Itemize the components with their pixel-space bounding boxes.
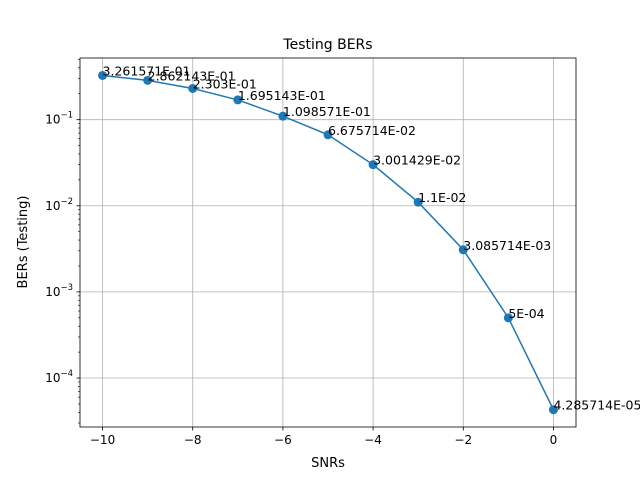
data-point-marker	[278, 111, 288, 121]
data-point-marker	[413, 197, 423, 207]
y-tick-label: 10−3	[45, 283, 73, 299]
chart-title: Testing BERs	[282, 37, 372, 53]
y-axis-ticks: 10−4 10−3 10−2 10−1	[45, 59, 80, 424]
data-point-marker	[503, 313, 513, 323]
x-axis-ticks: −10 −8 −6 −4 −2 0	[90, 427, 557, 447]
x-tick-label: −6	[274, 433, 292, 447]
data-point-label: 6.675714E-02	[328, 123, 416, 138]
data-point-marker	[458, 245, 468, 255]
y-tick-label: 10−2	[45, 197, 73, 213]
data-point-label: 3.085714E-03	[463, 238, 551, 253]
data-point-label: 3.001429E-02	[373, 153, 461, 168]
data-point-label: 1.695143E-01	[238, 88, 326, 103]
x-tick-label: 0	[550, 433, 558, 447]
data-point-marker	[368, 160, 378, 170]
x-tick-label: −4	[364, 433, 382, 447]
data-point-label: 5E-04	[508, 306, 544, 321]
y-tick-label: 10−1	[45, 111, 73, 127]
data-point-marker	[188, 83, 198, 93]
x-axis-label: SNRs	[311, 456, 345, 471]
data-point-label: 1.098571E-01	[283, 104, 371, 119]
data-point-label: 4.285714E-05	[553, 398, 640, 413]
data-point-marker	[98, 70, 108, 80]
data-point-label: 3.261571E-01	[103, 63, 191, 78]
data-point-label: 2.862143E-01	[148, 68, 236, 83]
x-tick-label: −2	[454, 433, 472, 447]
y-axis-label: BERs (Testing)	[16, 196, 31, 289]
series-layer	[98, 70, 558, 415]
x-tick-label: −10	[90, 433, 115, 447]
data-point-marker	[143, 75, 153, 85]
data-point-label: 1.1E-02	[418, 190, 466, 205]
y-tick-label: 10−4	[45, 369, 73, 385]
data-point-marker	[233, 95, 243, 105]
data-point-marker	[323, 130, 333, 140]
x-tick-label: −8	[184, 433, 202, 447]
data-point-marker	[548, 405, 558, 415]
data-point-label: 2.303E-01	[193, 76, 257, 91]
data-labels: 3.261571E-012.862143E-012.303E-011.69514…	[103, 63, 640, 412]
axes-frame	[79, 57, 577, 428]
